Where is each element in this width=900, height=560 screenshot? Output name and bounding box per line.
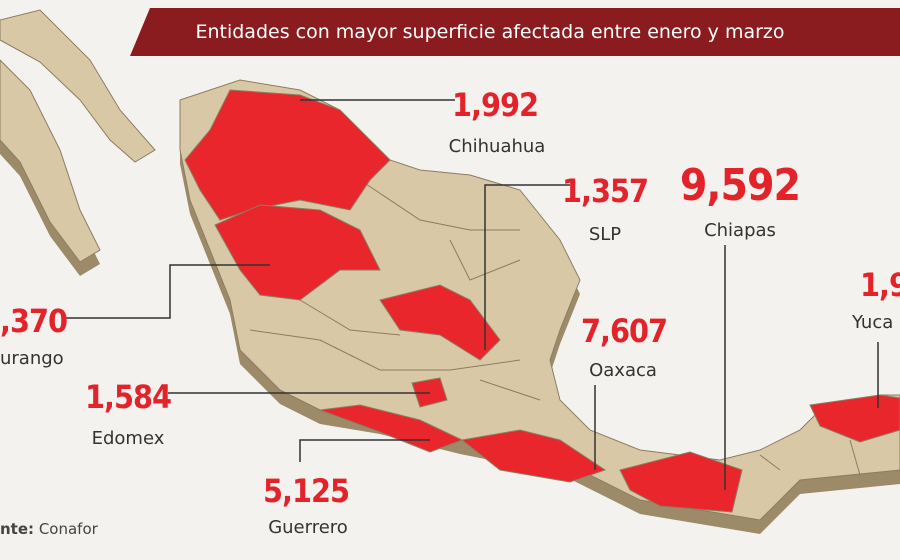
highlighted-state <box>214 204 381 301</box>
state-name: Chihuahua <box>449 136 546 157</box>
value-label: ,370 <box>0 302 67 340</box>
state-name: Edomex <box>92 428 165 449</box>
state-name: Guerrero <box>268 517 348 538</box>
value-label: 5,125 <box>263 472 349 510</box>
highlighted-state <box>460 429 607 483</box>
leader-line <box>299 439 430 462</box>
region <box>0 59 101 263</box>
source-text: Conafor <box>39 520 99 538</box>
source: nte: Conafor <box>0 520 99 538</box>
value-label: 1,992 <box>452 86 538 124</box>
leader-line <box>484 184 570 350</box>
value-label: 1,357 <box>562 172 648 210</box>
highlighted-state <box>619 451 743 513</box>
value-label: 7,607 <box>581 312 667 350</box>
title: Entidades con mayor superficie afectada … <box>195 21 784 43</box>
state-name: Yuca <box>851 312 893 333</box>
highlighted-state <box>379 284 501 361</box>
leader-line <box>62 264 270 319</box>
value-label: 1,584 <box>85 378 171 416</box>
state-name: SLP <box>589 224 621 245</box>
value-label: 1,9 <box>860 266 900 304</box>
value-label: 9,592 <box>680 160 800 211</box>
state-name: Chiapas <box>704 220 776 241</box>
leader-lines <box>62 99 879 490</box>
state-name: urango <box>0 348 64 369</box>
region <box>0 9 156 163</box>
source-label: nte: <box>0 520 34 538</box>
title-bar <box>130 8 900 56</box>
state-border <box>249 179 861 476</box>
state-name: Oaxaca <box>589 360 657 381</box>
highlighted-state <box>184 89 391 221</box>
